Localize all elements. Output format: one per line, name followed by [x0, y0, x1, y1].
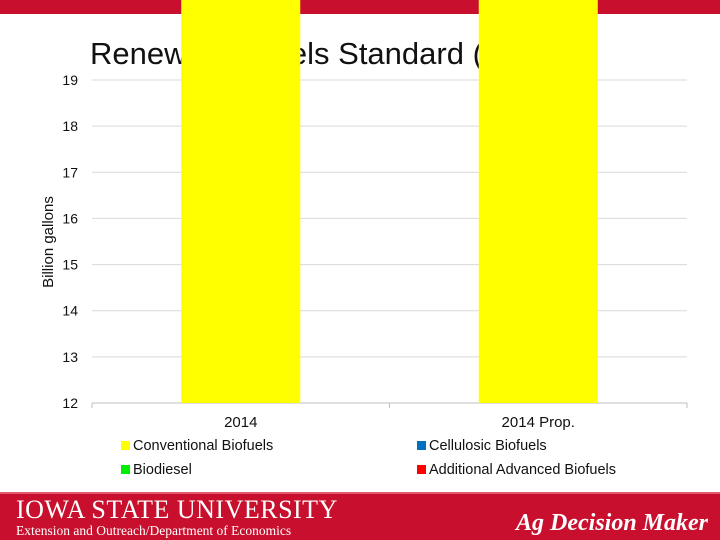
y-tick-label: 17: [62, 164, 78, 180]
bars: [181, 0, 598, 403]
legend-item: Biodiesel: [121, 462, 192, 478]
legend-label: Biodiesel: [133, 462, 192, 478]
legend-swatch: [121, 441, 130, 450]
footer-department: Extension and Outreach/Department of Eco…: [16, 523, 292, 538]
y-tick-label: 15: [62, 257, 78, 273]
footer-divider: [0, 492, 720, 494]
iowa-state-university-logo: IOWA STATE UNIVERSITY: [16, 495, 338, 524]
bar-segment: [478, 0, 598, 403]
y-tick-label: 19: [62, 72, 78, 88]
y-axis-ticks: 12 13 14 15 16 17 18 19: [62, 72, 78, 411]
legend-swatch: [417, 465, 426, 474]
legend-item: Conventional Biofuels: [121, 438, 273, 454]
y-tick-label: 13: [62, 349, 78, 365]
y-tick-label: 12: [62, 395, 78, 411]
slide-title: Renewable Fuels Standard (RFS): [90, 36, 556, 71]
legend-label: Cellulosic Biofuels: [429, 438, 547, 454]
legend-swatch: [121, 465, 130, 474]
legend: Conventional Biofuels Cellulosic Biofuels…: [121, 438, 616, 478]
y-tick-label: 18: [62, 118, 78, 134]
y-tick-label: 14: [62, 303, 78, 319]
legend-item: Additional Advanced Biofuels: [417, 462, 616, 478]
x-category-label: 2014: [224, 414, 257, 431]
x-category-label: 2014 Prop.: [502, 414, 575, 431]
y-tick-label: 16: [62, 210, 78, 226]
stacked-bar-chart: 12 13 14 15 16 17 18 19 2014 2014 Prop. Conventi…: [40, 0, 688, 478]
x-axis-labels: 2014 2014 Prop.: [224, 414, 575, 431]
legend-label: Additional Advanced Biofuels: [429, 462, 616, 478]
legend-label: Conventional Biofuels: [133, 438, 273, 454]
footer-bar: IOWA STATE UNIVERSITY Extension and Outr…: [0, 492, 720, 540]
legend-swatch: [417, 441, 426, 450]
bar-segment: [181, 0, 301, 403]
ag-decision-maker-brand: Ag Decision Maker: [516, 510, 708, 536]
y-axis-label: Billion gallons: [40, 196, 57, 288]
legend-item: Cellulosic Biofuels: [417, 438, 547, 454]
